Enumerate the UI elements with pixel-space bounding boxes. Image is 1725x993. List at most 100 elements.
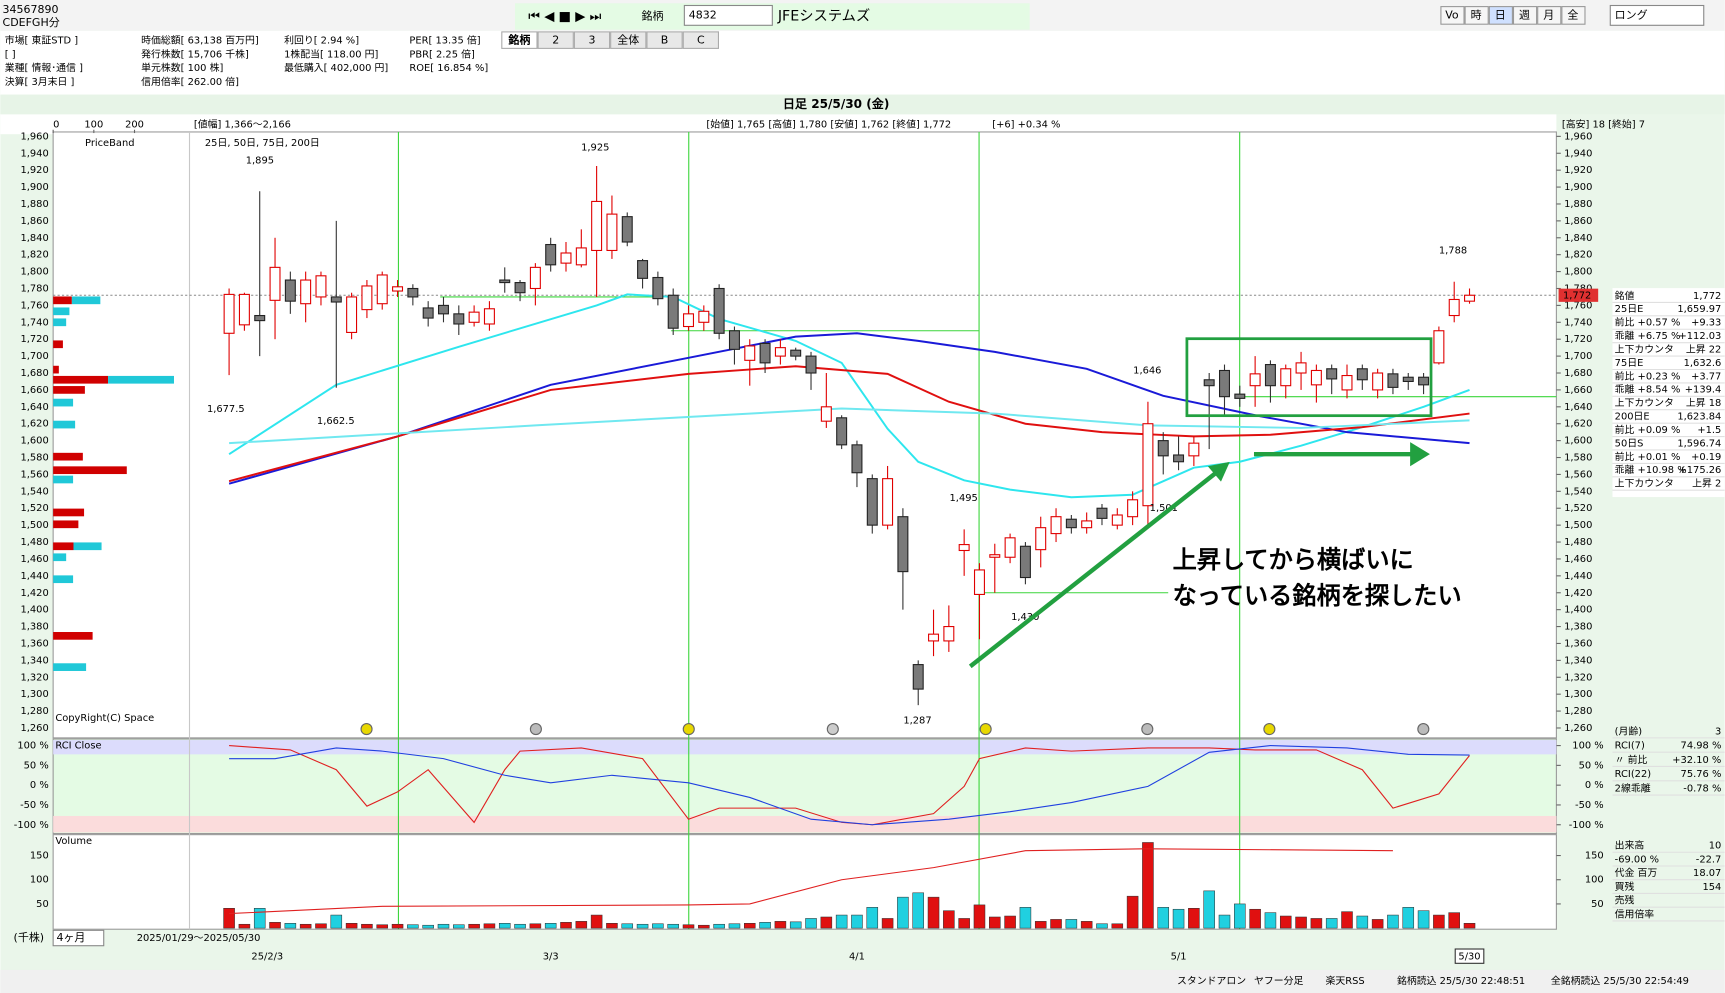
volume-title: Volume <box>55 836 92 847</box>
position[interactable]: ロング <box>1615 7 1648 21</box>
volume-bar <box>1402 907 1415 929</box>
event-marker[interactable] <box>826 723 839 736</box>
candle-body <box>1341 374 1353 391</box>
volume-bar <box>866 907 879 929</box>
volume-bar <box>483 923 496 929</box>
tab-label[interactable]: 2 <box>552 34 559 47</box>
panel-label: 50日S <box>1615 438 1644 449</box>
volume-bar <box>1279 915 1292 929</box>
y-tick-label-right: 1,760 <box>1564 300 1592 311</box>
period-label[interactable]: 時 <box>1471 8 1482 21</box>
period-button[interactable] <box>1537 6 1562 25</box>
panel-label: 前比 +0.01 % <box>1615 450 1681 463</box>
last-price-tag <box>1558 288 1599 302</box>
candle-body <box>1173 454 1185 463</box>
period-button[interactable] <box>1561 6 1586 25</box>
tab[interactable] <box>573 31 611 49</box>
tab[interactable] <box>537 31 574 49</box>
code[interactable]: 4832 <box>689 8 717 21</box>
event-marker[interactable] <box>1263 723 1276 736</box>
panel-label: 75日E <box>1615 358 1644 369</box>
period-label[interactable]: 週 <box>1519 8 1530 21</box>
tab[interactable] <box>682 31 719 49</box>
y-tick-label-right: 1,800 <box>1564 267 1592 278</box>
span[interactable]: 4ヶ月 <box>56 931 85 944</box>
candle-body <box>1157 440 1169 457</box>
candle-body <box>514 282 526 294</box>
candle-body <box>483 308 495 325</box>
tab-label[interactable]: C <box>697 34 705 47</box>
candle-body <box>1310 369 1322 386</box>
rci-tick-label: 0 % <box>30 780 49 791</box>
panel-label: 前比 +0.23 % <box>1615 369 1681 382</box>
tab-label[interactable]: 銘柄 <box>507 33 530 47</box>
panel-label: 代金 百万 <box>1615 866 1658 879</box>
arrow-head <box>1410 442 1430 467</box>
volume-bar <box>1203 890 1215 929</box>
period-button[interactable] <box>1512 6 1538 25</box>
volume-bar <box>927 896 940 929</box>
candle-body <box>1142 423 1154 507</box>
panel-value: -22.7 <box>1696 854 1722 865</box>
candle-body <box>238 293 250 326</box>
position-select[interactable] <box>1609 4 1705 26</box>
candle-body <box>376 274 388 305</box>
y-tick-label-right: 1,280 <box>1564 706 1592 717</box>
y-tick-label-right: 1,580 <box>1564 453 1592 464</box>
rci-tick-label: -100 % <box>14 820 49 831</box>
y-tick-label: 1,640 <box>20 402 48 413</box>
code-input[interactable] <box>683 4 773 26</box>
info-field: 利回り[ 2.94 %] <box>284 35 359 47</box>
y-tick-label: 1,740 <box>20 317 48 328</box>
tab[interactable] <box>610 31 647 49</box>
y-tick-label-right: 1,420 <box>1564 588 1592 599</box>
volume-bar <box>743 923 756 929</box>
tab[interactable] <box>646 31 683 49</box>
event-marker[interactable] <box>360 723 373 736</box>
tab-label[interactable]: 3 <box>588 34 595 47</box>
y-tick-label: 1,700 <box>20 351 48 362</box>
volume-bar <box>1310 918 1323 929</box>
x-tick-label: 4/1 <box>849 952 865 963</box>
event-marker[interactable] <box>682 723 695 736</box>
candle-body <box>1326 368 1338 380</box>
period-label[interactable]: 月 <box>1543 8 1554 21</box>
candle-body <box>346 296 358 333</box>
tab[interactable] <box>501 31 538 49</box>
info-field: 決算[ 3月末日 ] <box>5 75 75 88</box>
panel-value: 上昇 18 <box>1686 397 1721 409</box>
candle-body <box>943 626 955 642</box>
period-button[interactable] <box>1488 6 1513 25</box>
volume-bar <box>315 923 327 929</box>
toolbar-keys[interactable]: CDEFGH分 <box>3 16 60 29</box>
event-marker[interactable] <box>529 723 542 736</box>
toolbar-keys[interactable]: 34567890 <box>3 3 59 16</box>
panel-label: 前比 +0.57 % <box>1615 316 1681 329</box>
candle-body <box>897 516 909 573</box>
status-item: 銘柄読込 25/5/30 22:48:51 <box>1397 974 1525 987</box>
candle-body <box>759 342 771 364</box>
candle-body <box>928 633 940 642</box>
event-marker[interactable] <box>1417 723 1430 736</box>
period-button[interactable] <box>1440 6 1465 25</box>
band-bar-cyan <box>53 307 70 316</box>
panel-value: 3 <box>1715 726 1721 737</box>
y-tick-label: 1,820 <box>20 250 48 261</box>
y-tick-label-right: 1,940 <box>1564 148 1592 159</box>
period-button[interactable] <box>1464 6 1489 25</box>
band-bar-cyan <box>53 663 87 671</box>
event-marker[interactable] <box>979 723 992 736</box>
tab-label[interactable]: 全体 <box>617 33 639 47</box>
panel-value: +0.19 <box>1691 452 1721 463</box>
volume-bar <box>1371 919 1384 929</box>
event-marker[interactable] <box>1141 723 1154 736</box>
period-label[interactable]: 日 <box>1495 8 1506 21</box>
volume-bar <box>1325 918 1338 929</box>
period-label[interactable]: Vo <box>1445 8 1459 21</box>
period-label[interactable]: 全 <box>1567 7 1578 21</box>
tab-label[interactable]: B <box>661 34 669 47</box>
span-select[interactable] <box>52 929 105 947</box>
nav-buttons[interactable]: ⏮ ◀ ■ ▶ ⏭ <box>528 9 601 24</box>
volume-tick-label: 50 <box>36 899 49 910</box>
candle-body <box>1050 516 1062 535</box>
